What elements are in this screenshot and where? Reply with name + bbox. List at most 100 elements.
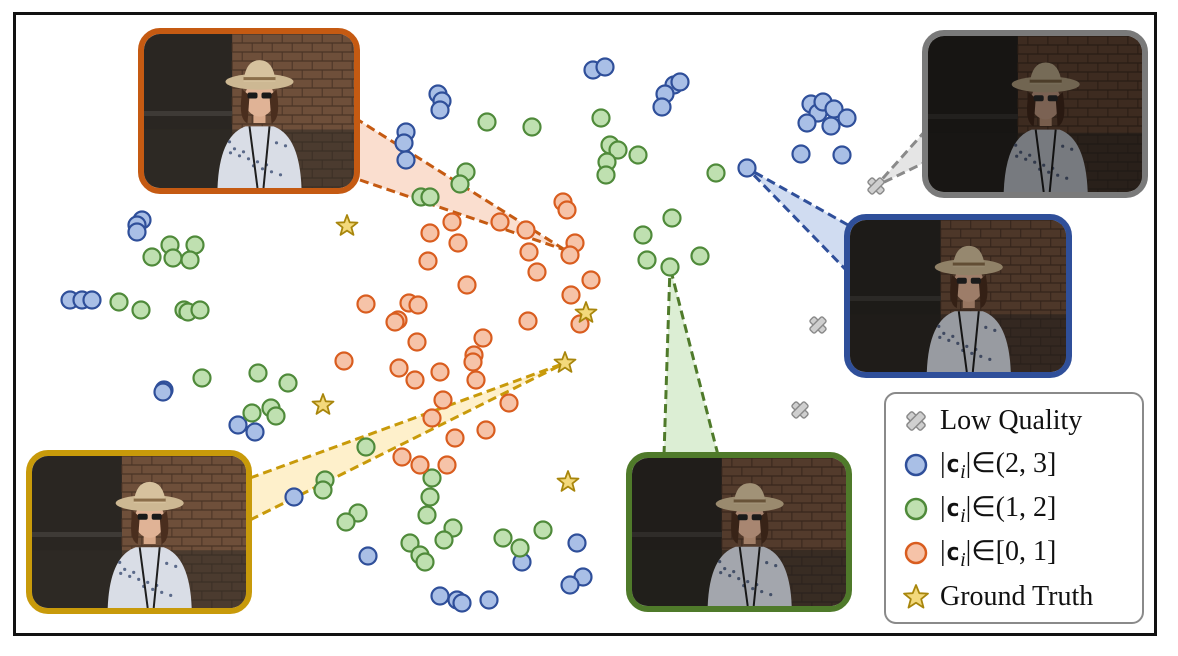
scatter-point <box>334 351 354 371</box>
scatter-point <box>284 487 304 507</box>
low-quality-point <box>809 316 827 334</box>
scatter-point <box>266 406 286 426</box>
scatter-point <box>392 447 412 467</box>
scatter-point <box>476 420 496 440</box>
scatter-point <box>608 140 628 160</box>
scatter-point <box>560 575 580 595</box>
scatter-point <box>837 108 857 128</box>
legend-item-green: |ci|∈(1, 2] <box>902 492 1057 527</box>
scatter-point <box>417 505 437 525</box>
scatter-point <box>422 408 442 428</box>
scatter-point <box>278 373 298 393</box>
scatter-point <box>163 248 183 268</box>
scatter-point <box>518 311 538 331</box>
legend-label: Low Quality <box>940 405 1083 436</box>
ground-truth-point <box>311 393 335 415</box>
scatter-point <box>228 415 248 435</box>
legend-item-orange: |ci|∈[0, 1] <box>902 536 1057 571</box>
portrait-photo <box>144 34 354 188</box>
scatter-point <box>499 393 519 413</box>
scatter-point <box>560 245 580 265</box>
yellow-thumbnail <box>26 450 252 614</box>
green-circle-marker-icon <box>904 497 928 521</box>
green-thumbnail <box>626 452 852 612</box>
scatter-point <box>557 200 577 220</box>
scatter-point <box>791 144 811 164</box>
scatter-point <box>821 116 841 136</box>
legend-label: |ci|∈[0, 1] <box>940 536 1057 571</box>
scatter-point <box>633 225 653 245</box>
scatter-point <box>448 233 468 253</box>
scatter-point <box>652 97 672 117</box>
scatter-point <box>389 358 409 378</box>
scatter-point <box>313 480 333 500</box>
legend-item-low-quality: Low Quality <box>902 404 1082 438</box>
gray-callout <box>874 129 931 188</box>
scatter-point <box>581 270 601 290</box>
scatter-point <box>248 363 268 383</box>
scatter-point <box>192 368 212 388</box>
scatter-point <box>420 487 440 507</box>
scatter-point <box>466 370 486 390</box>
low-quality-point <box>867 177 885 195</box>
scatter-point <box>690 246 710 266</box>
portrait-photo <box>850 220 1066 372</box>
green-callout <box>662 266 720 456</box>
scatter-point <box>522 117 542 137</box>
scatter-point <box>394 133 414 153</box>
scatter-point <box>430 586 450 606</box>
scatter-point <box>442 212 462 232</box>
scatter-point <box>336 512 356 532</box>
legend-label: Ground Truth <box>940 581 1094 612</box>
scatter-point <box>510 538 530 558</box>
scatter-point <box>131 300 151 320</box>
scatter-point <box>516 220 536 240</box>
scatter-point <box>533 520 553 540</box>
scatter-point <box>479 590 499 610</box>
scatter-point <box>109 292 129 312</box>
gray-thumbnail <box>922 30 1148 198</box>
scatter-point <box>737 158 757 178</box>
scatter-point <box>477 112 497 132</box>
series-0 <box>791 177 885 419</box>
scatter-point <box>430 100 450 120</box>
ground-truth-point <box>335 214 359 236</box>
scatter-point <box>420 187 440 207</box>
scatter-point <box>434 530 454 550</box>
scatter-point <box>142 247 162 267</box>
scatter-point <box>670 72 690 92</box>
scatter-point <box>245 422 265 442</box>
portrait-photo <box>32 456 246 608</box>
blue-thumbnail <box>844 214 1072 378</box>
scatter-point <box>180 250 200 270</box>
scatter-point <box>493 528 513 548</box>
scatter-point <box>595 57 615 77</box>
legend-label: |ci|∈(1, 2] <box>940 492 1057 527</box>
scatter-point <box>430 362 450 382</box>
scatter-point <box>433 390 453 410</box>
scatter-points <box>60 57 885 613</box>
scatter-point <box>405 370 425 390</box>
ground-truth-point <box>556 470 580 492</box>
blue-callout <box>745 166 850 274</box>
scatter-point <box>385 312 405 332</box>
scatter-point <box>596 165 616 185</box>
scatter-point <box>358 546 378 566</box>
ground-truth-point <box>553 351 577 373</box>
scatter-point <box>567 533 587 553</box>
scatter-point <box>797 113 817 133</box>
low-quality-point <box>791 401 809 419</box>
scatter-point <box>127 222 147 242</box>
scatter-point <box>415 552 435 572</box>
scatter-point <box>422 468 442 488</box>
scatter-point <box>356 294 376 314</box>
scatter-point <box>662 208 682 228</box>
scatter-point <box>396 150 416 170</box>
scatter-point <box>356 437 376 457</box>
scatter-point <box>473 328 493 348</box>
scatter-point <box>153 382 173 402</box>
scatter-point <box>527 262 547 282</box>
legend-label: |ci|∈(2, 3] <box>940 448 1057 483</box>
scatter-point <box>190 300 210 320</box>
